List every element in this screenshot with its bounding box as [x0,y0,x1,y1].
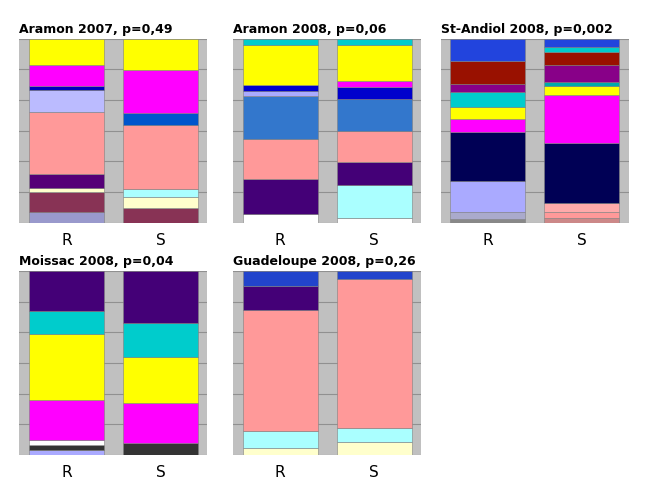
Bar [337,428,411,441]
Bar [450,132,526,182]
Bar [29,192,104,212]
Text: Aramon 2007, p=0,49: Aramon 2007, p=0,49 [19,23,173,36]
Text: Moissac 2008, p=0,04: Moissac 2008, p=0,04 [19,256,174,269]
Bar [29,334,104,399]
Bar [242,91,318,96]
Bar [450,212,526,218]
Bar [122,113,198,125]
Bar [122,39,198,71]
Bar [29,86,104,90]
Bar [450,120,526,132]
Bar [450,39,526,61]
Bar [242,96,318,139]
Bar [29,188,104,192]
Bar [337,185,411,218]
Bar [29,440,104,445]
Bar [122,323,198,357]
Bar [337,80,411,87]
Bar [242,39,318,45]
Bar [122,197,198,208]
Bar [337,162,411,185]
Bar [337,39,411,45]
Bar [544,52,619,65]
Bar [450,61,526,84]
Bar [122,271,198,323]
Bar [450,92,526,107]
Bar [122,357,198,403]
Bar [29,445,104,450]
Bar [29,311,104,334]
Bar [122,189,198,197]
Bar [29,65,104,86]
Bar [242,271,318,286]
Bar [337,99,411,131]
Bar [242,179,318,214]
Bar [544,218,619,223]
Bar [29,450,104,455]
Bar [544,65,619,82]
Bar [122,443,198,455]
Bar [29,112,104,174]
Bar [29,90,104,112]
Text: Guadeloupe 2008, p=0,26: Guadeloupe 2008, p=0,26 [233,256,416,269]
Bar [337,271,411,279]
Bar [29,271,104,311]
Bar [242,310,318,431]
Text: St-Andiol 2008, p=0,002: St-Andiol 2008, p=0,002 [441,23,612,36]
Bar [242,139,318,179]
Bar [450,218,526,223]
Bar [242,214,318,223]
Bar [242,431,318,448]
Bar [122,208,198,223]
Bar [337,131,411,162]
Bar [544,203,619,212]
Bar [29,212,104,223]
Bar [29,39,104,65]
Bar [544,95,619,143]
Bar [337,279,411,428]
Bar [544,143,619,203]
Bar [337,87,411,99]
Text: Aramon 2008, p=0,06: Aramon 2008, p=0,06 [233,23,387,36]
Bar [544,39,619,47]
Bar [242,286,318,310]
Bar [450,107,526,120]
Bar [29,174,104,188]
Bar [29,399,104,440]
Bar [242,85,318,91]
Bar [122,403,198,443]
Bar [122,125,198,189]
Bar [122,71,198,113]
Bar [450,182,526,212]
Bar [544,86,619,95]
Bar [242,45,318,85]
Bar [544,82,619,86]
Bar [337,45,411,80]
Bar [544,212,619,218]
Bar [242,448,318,455]
Bar [337,218,411,223]
Bar [337,441,411,455]
Bar [450,84,526,92]
Bar [544,47,619,52]
